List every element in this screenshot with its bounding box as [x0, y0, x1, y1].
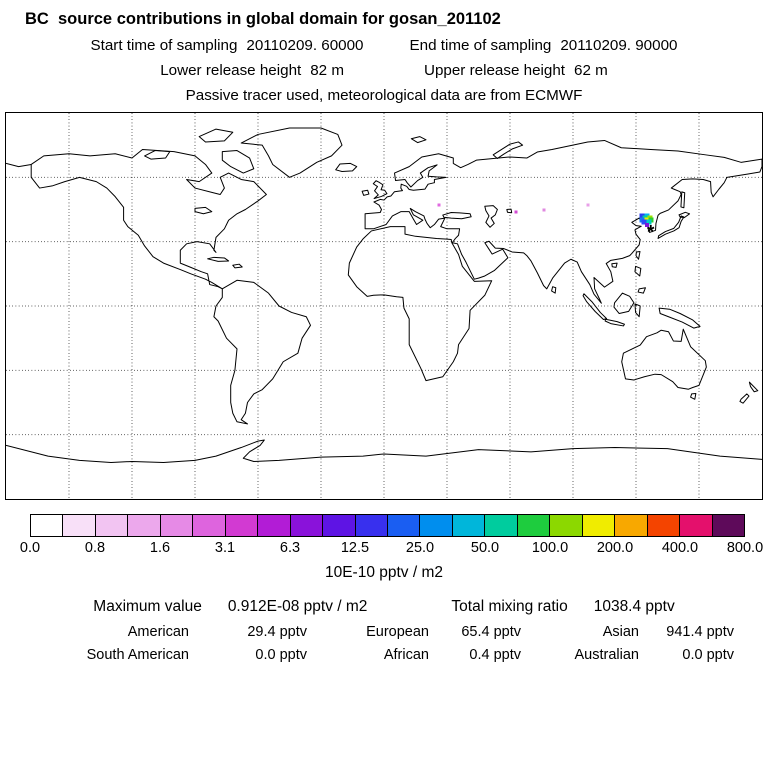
colorbar-units: 10E-10 pptv / m2 — [324, 564, 444, 581]
colorbar-segment — [451, 515, 485, 536]
contribution-cell — [646, 219, 652, 225]
map-overlay: * — [6, 113, 762, 499]
max-value: 0.912E-08 pptv / m2 — [227, 598, 368, 615]
start-time-label: Start time of sampling — [90, 37, 238, 54]
figure-header: BC source contributions in global domain… — [0, 0, 768, 104]
colorbar-segment — [711, 515, 744, 536]
upper-release-value: 62 m — [574, 62, 608, 79]
region-name: South American — [86, 647, 189, 663]
summary-stats-line: Maximum value 0.912E-08 pptv / m2 Total … — [0, 598, 768, 616]
colorbar-segment — [484, 515, 517, 536]
region-value: 29.4 pptv — [247, 624, 307, 640]
contribution-cell — [639, 213, 645, 219]
end-time: End time of sampling 20110209. 90000 — [410, 37, 678, 54]
coastline-eurasia — [365, 140, 762, 303]
world-map-svg — [6, 113, 762, 499]
colorbar-segment — [192, 515, 225, 536]
colorbar-tick-label: 0.0 — [19, 540, 41, 556]
inland-seas — [195, 206, 512, 228]
colorbar-tick-label: 1.6 — [149, 540, 171, 556]
colorbar-tick-label: 25.0 — [405, 540, 435, 556]
lower-release: Lower release height 82 m — [160, 62, 344, 79]
colorbar-tick-label: 6.3 — [279, 540, 301, 556]
colorbar-tick-label: 3.1 — [214, 540, 236, 556]
region-value: 941.4 pptv — [666, 624, 734, 640]
contribution-cell — [437, 203, 441, 207]
contribution-cell — [586, 203, 590, 207]
region-name: American — [127, 624, 189, 640]
colorbar-segment — [62, 515, 95, 536]
coastline-greenland — [241, 128, 342, 177]
coastline-africa — [348, 227, 491, 381]
coastline-islands — [145, 129, 758, 403]
region-value: 0.4 pptv — [469, 647, 521, 663]
coastline-australia — [622, 329, 707, 389]
contribution-cell — [514, 210, 518, 214]
region-contributions: American 29.4 pptv European 65.4 pptv As… — [34, 624, 734, 663]
sampling-times-line: Start time of sampling 20110209. 60000 En… — [0, 37, 768, 54]
coastline-chukotka-fragment — [6, 163, 31, 166]
world-map: * — [5, 112, 763, 500]
colorbar-ticks: 0.0 0.8 1.6 3.1 6.3 12.5 25.0 50.0 100.0 200.0 400… — [20, 540, 763, 559]
region-name: Asian — [602, 624, 639, 640]
tracer-note-line: Passive tracer used, meteorological data… — [0, 87, 768, 104]
colorbar-segment — [581, 515, 615, 536]
total-mixing-ratio-label: Total mixing ratio — [451, 598, 568, 615]
graticule — [6, 113, 762, 499]
upper-release: Upper release height 62 m — [424, 62, 608, 79]
colorbar-segment — [127, 515, 160, 536]
colorbar-segment — [257, 515, 290, 536]
colorbar-segment — [516, 515, 550, 536]
colorbar-tick-label: 100.0 — [531, 540, 569, 556]
contribution-cell — [641, 219, 647, 225]
colorbar-segment — [354, 515, 387, 536]
colorbar-tick-label: 50.0 — [470, 540, 500, 556]
colorbar-block: 0.0 0.8 1.6 3.1 6.3 12.5 25.0 50.0 100.0 200.0 400… — [20, 514, 763, 559]
colorbar-tick-label: 200.0 — [596, 540, 634, 556]
colorbar-segment — [419, 515, 452, 536]
region-value: 65.4 pptv — [461, 624, 521, 640]
upper-release-label: Upper release height — [424, 62, 565, 79]
colorbar-segment — [289, 515, 323, 536]
station-marker: * — [646, 222, 655, 244]
colorbar — [30, 514, 745, 537]
region-name: European — [366, 624, 429, 640]
colorbar-segment — [386, 515, 420, 536]
end-time-label: End time of sampling — [409, 37, 552, 54]
colorbar-segment — [614, 515, 647, 536]
start-time: Start time of sampling 20110209. 60000 — [91, 37, 364, 54]
coastline-north-america — [31, 149, 266, 288]
colorbar-tick-label: 12.5 — [340, 540, 370, 556]
region-name: African — [383, 647, 429, 663]
contribution-cell — [644, 222, 649, 227]
figure-title: BC source contributions in global domain… — [25, 10, 501, 28]
region-name: Australian — [574, 647, 639, 663]
region-value: 0.0 pptv — [682, 647, 734, 663]
lower-release-value: 82 m — [310, 62, 344, 79]
colorbar-segment — [549, 515, 582, 536]
colorbar-tick-label: 400.0 — [661, 540, 699, 556]
start-time-value: 20110209. 60000 — [246, 37, 364, 54]
release-heights-line: Lower release height 82 m Upper release h… — [0, 62, 768, 79]
colorbar-tick-label: 800.0 — [726, 540, 764, 556]
colorbar-segment — [31, 515, 63, 536]
colorbar-segment — [159, 515, 193, 536]
lower-release-label: Lower release height — [160, 62, 302, 79]
figure: BC source contributions in global domain… — [0, 0, 768, 663]
colorbar-segment — [646, 515, 680, 536]
colorbar-segment — [679, 515, 712, 536]
total-mixing-ratio-value: 1038.4 pptv — [593, 598, 675, 615]
colorbar-segment — [94, 515, 128, 536]
colorbar-segment — [322, 515, 355, 536]
colorbar-segment — [224, 515, 258, 536]
coastline-antarctica — [6, 440, 762, 463]
tracer-note: Passive tracer used, meteorological data… — [185, 87, 583, 104]
max-value-label: Maximum value — [93, 598, 202, 615]
region-value: 0.0 pptv — [255, 647, 307, 663]
end-time-value: 20110209. 90000 — [560, 37, 678, 54]
colorbar-tick-label: 0.8 — [84, 540, 106, 556]
contribution-cell — [542, 208, 546, 211]
coastline-south-america — [214, 280, 311, 424]
